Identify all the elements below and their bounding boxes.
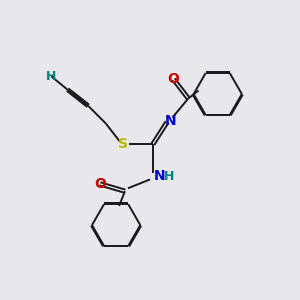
Text: H: H: [164, 170, 174, 183]
Text: N: N: [154, 169, 165, 184]
Text: S: S: [118, 137, 128, 151]
Text: O: O: [94, 177, 106, 191]
Text: H: H: [46, 70, 56, 83]
Text: O: O: [168, 72, 179, 86]
Text: N: N: [165, 114, 176, 128]
